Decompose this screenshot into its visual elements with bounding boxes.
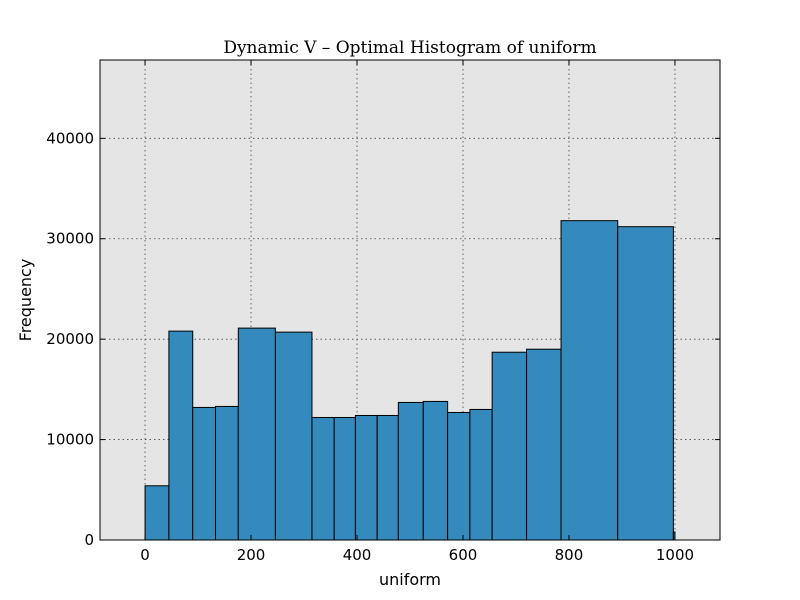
histogram-bar bbox=[491, 351, 528, 541]
histogram-bar bbox=[333, 416, 356, 541]
histogram-bar bbox=[397, 401, 424, 541]
histogram-bar bbox=[237, 327, 276, 541]
y-tick-label: 0 bbox=[84, 531, 94, 549]
histogram-bar bbox=[376, 414, 399, 541]
histogram-bar bbox=[192, 406, 217, 541]
x-tick-label: 0 bbox=[140, 546, 150, 564]
histogram-bar bbox=[144, 485, 170, 541]
chart-title: Dynamic V – Optimal Histogram of uniform bbox=[223, 38, 596, 58]
y-tick-label: 20000 bbox=[46, 330, 94, 348]
x-tick-label: 600 bbox=[449, 546, 478, 564]
x-tick-label: 400 bbox=[343, 546, 372, 564]
histogram-bars bbox=[144, 220, 676, 541]
x-tick-label: 1000 bbox=[656, 546, 694, 564]
y-tick-label: 40000 bbox=[46, 129, 94, 147]
histogram-bar bbox=[617, 226, 674, 541]
x-axis-label: uniform bbox=[379, 570, 441, 589]
histogram-bar bbox=[215, 405, 239, 541]
histogram-bar bbox=[311, 416, 335, 541]
histogram-bar bbox=[469, 408, 493, 541]
x-tick-label: 800 bbox=[555, 546, 584, 564]
y-axis-label: Frequency bbox=[16, 259, 35, 342]
histogram-bar bbox=[422, 400, 449, 541]
histogram-bar bbox=[354, 414, 378, 541]
histogram-bar bbox=[274, 331, 313, 541]
y-tick-label: 30000 bbox=[46, 230, 94, 248]
histogram-bar bbox=[168, 330, 194, 541]
plot-frame bbox=[99, 59, 721, 541]
histogram-bar bbox=[560, 220, 619, 541]
histogram-bar bbox=[526, 348, 562, 541]
x-tick-label: 200 bbox=[237, 546, 266, 564]
histogram-bar bbox=[447, 411, 471, 541]
y-tick-label: 10000 bbox=[46, 431, 94, 449]
